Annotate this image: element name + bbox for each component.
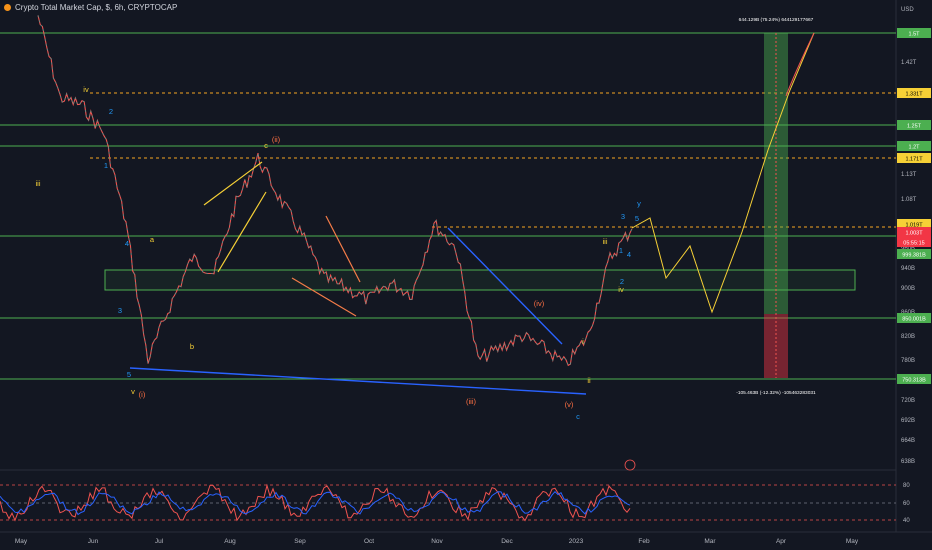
chart-title: Crypto Total Market Cap, $, 6h, CRYPTOCA… — [4, 3, 177, 12]
wave-label: iv — [83, 85, 89, 94]
price-tag-label: 850.001B — [902, 317, 926, 323]
y-tick-label: 692B — [901, 418, 915, 424]
projection-path-top — [785, 32, 815, 97]
price-tag-label: 1.2T — [908, 145, 920, 151]
rsi-tick-label: 40 — [903, 518, 910, 524]
rsi-tick-label: 80 — [903, 483, 910, 489]
price-tag — [897, 120, 931, 130]
y-tick-label: 1.42T — [901, 60, 917, 66]
wave-label: y — [637, 199, 641, 208]
wave-label: (ii) — [272, 135, 281, 144]
x-tick-label: Feb — [638, 538, 650, 545]
wave-label: 4 — [627, 250, 631, 259]
wave-label: c — [576, 412, 580, 421]
price-tag-label: 1.25T — [907, 124, 922, 130]
wave-label: c — [264, 141, 268, 150]
x-tick-label: Aug — [224, 538, 236, 545]
alert-icon — [624, 459, 636, 471]
y-tick-label: 780B — [901, 358, 915, 364]
wave-label: a — [150, 235, 155, 244]
y-tick-label: 1.08T — [901, 197, 917, 203]
price-line-up — [37, 15, 633, 366]
channel-line — [291, 277, 357, 317]
wave-label: i — [582, 337, 584, 346]
y-axis-unit: USD — [901, 7, 914, 13]
rsi-line — [0, 483, 631, 522]
wave-label: ii — [587, 376, 591, 385]
rsi-tick-label: 60 — [903, 501, 910, 507]
wave-label: b — [190, 342, 194, 351]
wave-label: v — [131, 387, 135, 396]
price-tag — [897, 227, 931, 237]
wave-label: 1 — [104, 161, 108, 170]
x-tick-label: Oct — [364, 538, 374, 545]
wave-label: iii — [603, 237, 608, 246]
wave-label: iii — [36, 179, 41, 188]
position-target-label: 644.129B (75.24%) 644129177667 — [739, 17, 814, 23]
x-tick-label: Jun — [88, 538, 99, 545]
x-tick-label: Sep — [294, 538, 306, 545]
price-tag — [897, 88, 931, 98]
x-tick-label: 2023 — [569, 538, 584, 545]
y-tick-label: 638B — [901, 459, 915, 465]
x-tick-label: Nov — [431, 538, 443, 545]
wave-label: 5 — [127, 370, 131, 379]
demand-zone-box — [104, 269, 856, 291]
channel-line — [325, 215, 361, 283]
x-tick-label: May — [15, 538, 28, 545]
price-tag — [897, 249, 931, 259]
price-tag-label: 1.003T — [905, 231, 923, 237]
wave-label: (iv) — [534, 299, 545, 308]
price-tag — [897, 219, 931, 229]
y-tick-label: 940B — [901, 266, 915, 272]
price-tag — [897, 153, 931, 163]
trendline-lower — [129, 367, 587, 395]
wave-label: 4 — [125, 239, 129, 248]
price-tag-label: 1.019T — [905, 223, 923, 229]
wave-label: (v) — [565, 400, 574, 409]
price-tag — [897, 237, 931, 247]
y-tick-label: 664B — [901, 438, 915, 444]
x-tick-label: Apr — [776, 538, 787, 545]
price-tag-label: 999.381B — [902, 253, 926, 259]
wave-label: 3 — [621, 212, 625, 221]
price-tag — [897, 28, 931, 38]
y-tick-label: 720B — [901, 398, 915, 404]
x-tick-label: Mar — [704, 538, 716, 545]
price-tag — [897, 141, 931, 151]
price-tag-label: 05:55:15 — [903, 241, 924, 247]
crypto-logo-icon — [4, 4, 11, 11]
price-axis-panel — [896, 0, 932, 550]
channel-line — [203, 161, 263, 206]
price-line-down — [37, 15, 633, 367]
wave-label: 3 — [118, 306, 122, 315]
wave-label: (iii) — [466, 397, 476, 406]
y-tick-label: 820B — [901, 334, 915, 340]
price-tag-label: 1.171T — [905, 157, 923, 163]
x-tick-label: Jul — [155, 538, 164, 545]
projection-path — [631, 32, 815, 314]
wave-label: (i) — [139, 390, 146, 399]
y-tick-label: 900B — [901, 286, 915, 292]
rsi-signal-line — [0, 490, 631, 516]
price-tag-label: 1.5T — [908, 32, 920, 38]
wave-label: 5 — [635, 214, 639, 223]
channel-line — [217, 191, 267, 273]
wave-label: iv — [618, 285, 624, 294]
trendline-upper — [447, 227, 563, 345]
price-tag — [897, 374, 931, 384]
price-tag-label: 1.331T — [905, 92, 923, 98]
price-tag-label: 750.313B — [902, 378, 926, 384]
price-tag — [897, 313, 931, 323]
wave-label: 2 — [620, 277, 624, 286]
x-tick-label: May — [846, 538, 859, 545]
wave-label: 1 — [619, 246, 623, 255]
y-tick-label: 1.13T — [901, 172, 917, 178]
chart-title-text: Crypto Total Market Cap, $, 6h, CRYPTOCA… — [15, 3, 178, 12]
position-stop-label: -105.463B (-12.32%) -105463283031 — [736, 390, 816, 396]
x-tick-label: Dec — [501, 538, 513, 545]
wave-label: 2 — [109, 107, 113, 116]
